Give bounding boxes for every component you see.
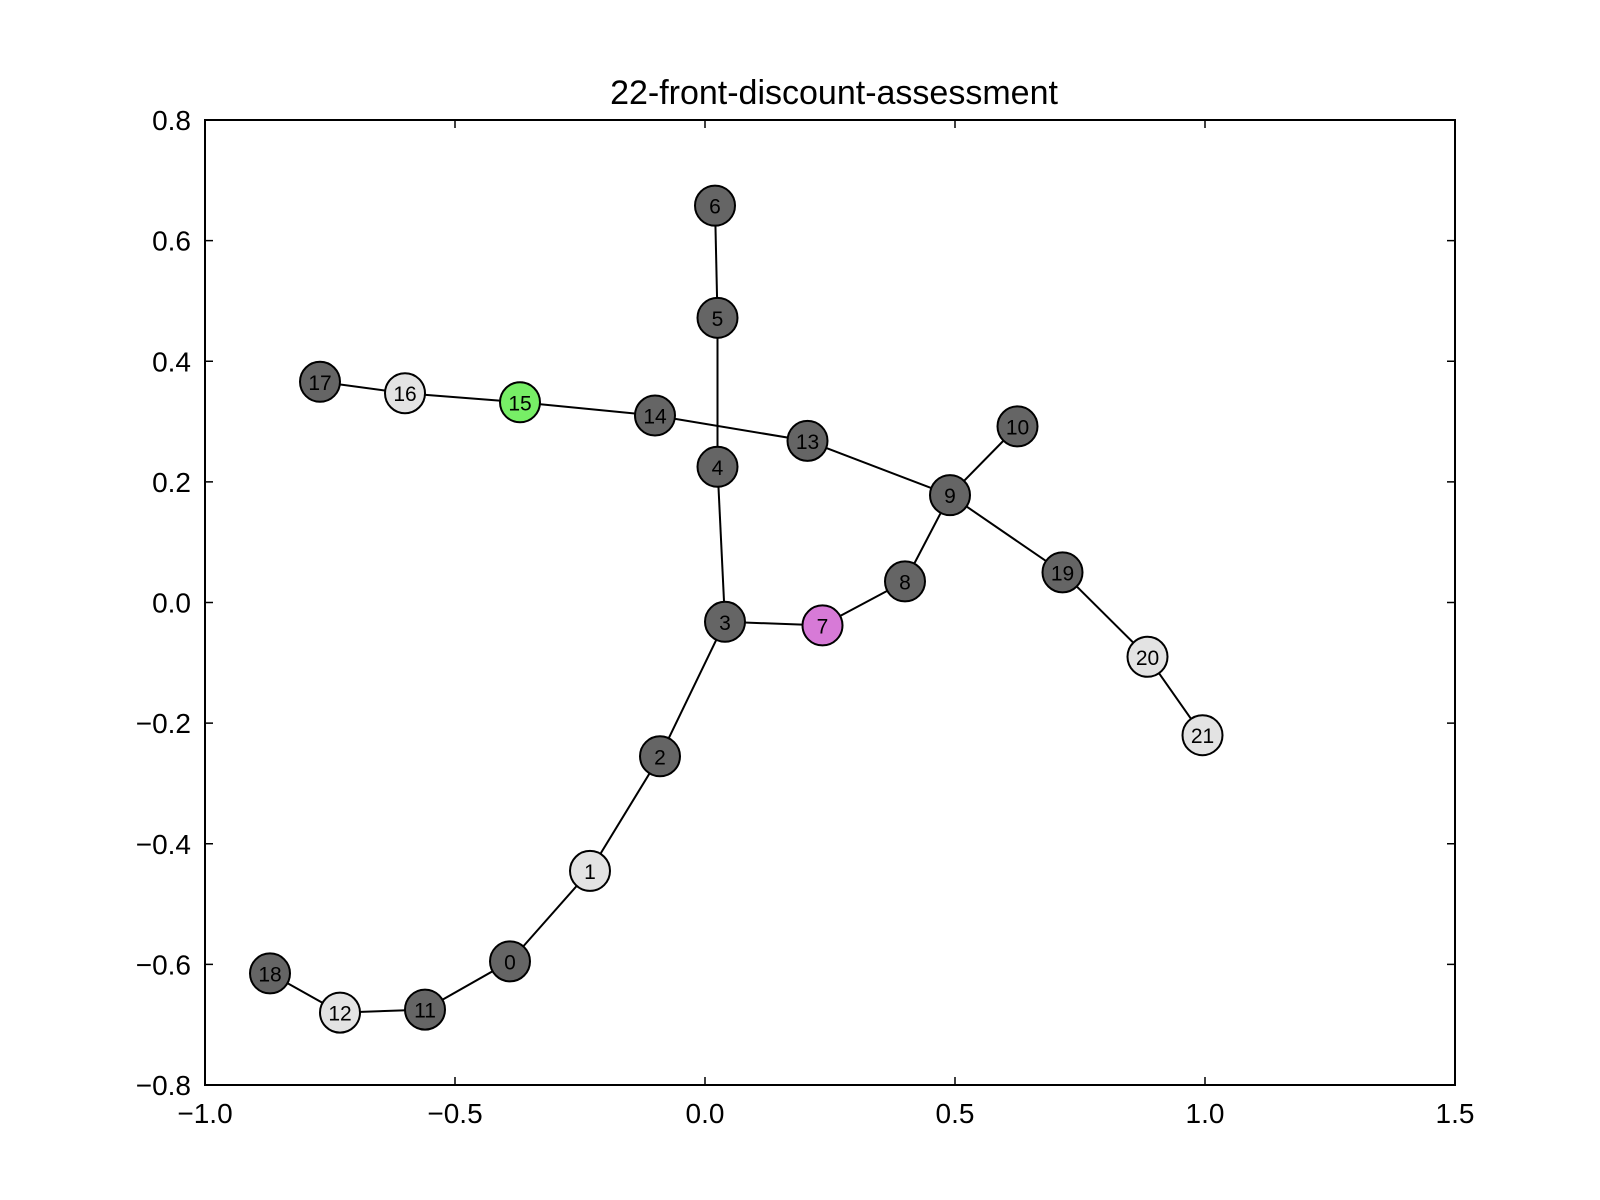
edge-9-13 — [807, 439, 951, 497]
node-18: 18 — [249, 952, 291, 995]
node-21: 21 — [1181, 714, 1224, 757]
node-circle-12 — [319, 991, 361, 1034]
edge-14-15 — [519, 401, 656, 417]
node-circle-5 — [696, 296, 739, 339]
plot-frame — [204, 119, 1456, 1086]
node-label-12: 12 — [328, 1003, 351, 1026]
node-label-1: 1 — [584, 861, 596, 884]
node-circle-3 — [704, 600, 746, 643]
node-label-16: 16 — [393, 383, 416, 406]
node-label-13: 13 — [796, 431, 819, 454]
node-circle-6 — [694, 184, 736, 227]
y-tick-label: 0.6 — [152, 226, 191, 257]
node-circle-1 — [569, 849, 611, 892]
node-circle-8 — [884, 560, 926, 603]
y-tick-label: −0.4 — [136, 829, 191, 860]
edge-13-14 — [654, 414, 808, 442]
y-tick-label: 0.8 — [152, 105, 191, 136]
node-label-19: 19 — [1051, 562, 1074, 585]
node-2: 2 — [639, 735, 681, 778]
node-circle-13 — [786, 419, 829, 462]
node-19: 19 — [1041, 551, 1084, 594]
node-15: 15 — [499, 381, 541, 424]
node-1: 1 — [569, 849, 611, 892]
node-circle-11 — [404, 988, 446, 1031]
x-tick-label: −0.5 — [427, 1098, 482, 1129]
node-label-7: 7 — [817, 615, 829, 638]
node-label-5: 5 — [712, 308, 724, 331]
node-20: 20 — [1126, 635, 1169, 678]
node-circle-21 — [1181, 714, 1224, 757]
node-17: 17 — [299, 360, 341, 403]
node-circle-15 — [499, 381, 541, 424]
chart-title: 22-front-discount-assessment — [610, 74, 1058, 112]
node-label-9: 9 — [944, 485, 956, 508]
node-circle-18 — [249, 952, 291, 995]
node-circle-9 — [929, 474, 971, 517]
tick-labels-layer: −1.0 −0.5 0.0 0.5 1.0 1.5 −0.8 −0.6 −0.4 −0.2 0.0 0… — [136, 105, 1475, 1129]
node-13: 13 — [786, 419, 829, 462]
node-16: 16 — [384, 372, 426, 415]
node-11: 11 — [404, 988, 446, 1031]
node-label-2: 2 — [654, 746, 666, 769]
x-tick-label: 0.0 — [686, 1098, 725, 1129]
node-circle-4 — [696, 445, 739, 488]
node-circle-0 — [489, 940, 531, 983]
edge-9-19 — [949, 494, 1064, 574]
node-10: 10 — [996, 405, 1039, 448]
node-circle-17 — [299, 360, 341, 403]
node-5: 5 — [696, 296, 739, 339]
y-tick-label: 0.0 — [152, 588, 191, 619]
node-label-11: 11 — [414, 1000, 436, 1023]
node-label-6: 6 — [709, 196, 721, 219]
node-label-21: 21 — [1191, 725, 1214, 748]
y-tick-label: −0.2 — [136, 708, 191, 739]
node-circle-19 — [1041, 551, 1084, 594]
node-label-8: 8 — [899, 571, 911, 594]
x-tick-label: 1.5 — [1436, 1098, 1475, 1129]
y-tick-label: 0.4 — [152, 346, 191, 377]
node-label-18: 18 — [258, 963, 281, 986]
node-label-3: 3 — [719, 612, 731, 635]
edge-3-4 — [716, 466, 726, 622]
node-label-4: 4 — [712, 457, 724, 480]
node-7: 7 — [801, 604, 844, 647]
node-9: 9 — [929, 474, 971, 517]
x-tick-label: 1.0 — [1186, 1098, 1225, 1129]
y-tick-label: 0.2 — [152, 467, 191, 498]
x-tick-label: −1.0 — [177, 1098, 232, 1129]
node-12: 12 — [319, 991, 361, 1034]
node-circle-16 — [384, 372, 426, 415]
node-label-0: 0 — [504, 951, 516, 974]
node-6: 6 — [694, 184, 736, 227]
y-tick-label: −0.8 — [136, 1070, 191, 1101]
node-label-10: 10 — [1006, 416, 1029, 439]
edge-1-2 — [589, 755, 661, 872]
node-14: 14 — [634, 394, 676, 437]
node-circle-2 — [639, 735, 681, 778]
node-8: 8 — [884, 560, 926, 603]
node-4: 4 — [696, 445, 739, 488]
node-circle-14 — [634, 394, 676, 437]
node-circle-20 — [1126, 635, 1169, 678]
x-tick-label: 0.5 — [936, 1098, 975, 1129]
node-label-15: 15 — [508, 392, 531, 415]
node-label-14: 14 — [643, 406, 667, 429]
node-circle-10 — [996, 405, 1039, 448]
edge-2-3 — [659, 621, 726, 757]
node-label-17: 17 — [308, 372, 331, 395]
y-tick-label: −0.6 — [136, 949, 191, 980]
node-label-20: 20 — [1136, 647, 1159, 670]
node-3: 3 — [704, 600, 746, 643]
node-circle-7 — [801, 604, 844, 647]
node-0: 0 — [489, 940, 531, 983]
